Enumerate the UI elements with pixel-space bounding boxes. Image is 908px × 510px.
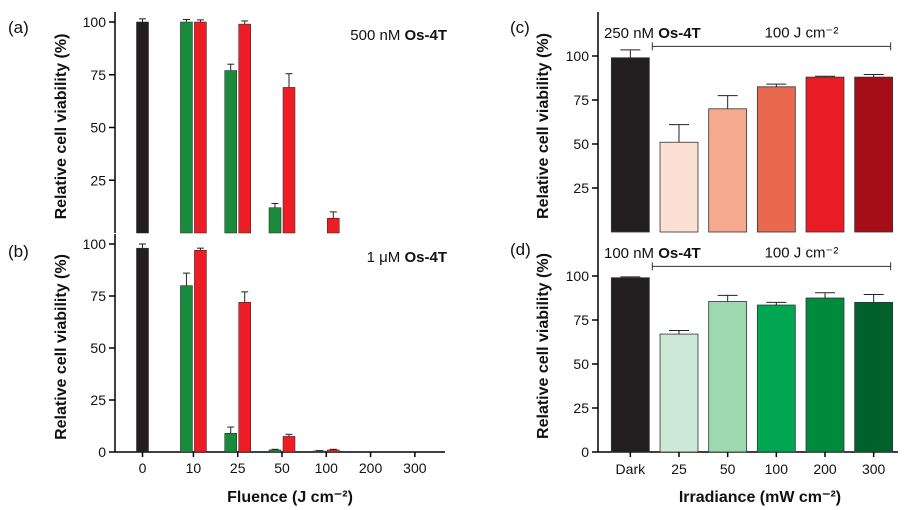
bar-300: [854, 301, 894, 453]
y-axis-label: Relative cell viability (%): [53, 34, 70, 220]
x-tick-label: 300: [862, 461, 886, 477]
bar-200: [805, 76, 845, 233]
y-tick-label: 75: [573, 312, 589, 328]
bar-50: [708, 108, 748, 233]
y-tick-label: 50: [90, 340, 106, 356]
compound-name: Os-4T: [404, 249, 447, 266]
x-tick-label: Dark: [616, 461, 647, 477]
bar-100: [756, 86, 796, 233]
y-axis-label: Relative cell viability (%): [535, 33, 552, 219]
y-tick-label: 25: [90, 172, 106, 188]
x-tick-label: 200: [359, 460, 383, 476]
concentration-annotation: 250 nM Os-4T: [604, 25, 701, 42]
y-tick-label: 25: [90, 392, 106, 408]
bar-Dark: [610, 57, 650, 233]
y-tick-label: 0: [581, 444, 589, 460]
bar-red-25: [238, 301, 251, 453]
y-tick-label: 0: [98, 444, 106, 460]
bracket-label: 100 J cm⁻²: [765, 24, 839, 41]
panel-label: (c): [510, 18, 530, 37]
bar-dark-0: [136, 21, 149, 234]
x-tick-label: 50: [274, 460, 290, 476]
y-tick-label: 50: [573, 356, 589, 372]
bar-red-25: [238, 23, 251, 234]
panel-label: (d): [510, 240, 531, 259]
chart-panel-d: 0 25 50 75 100 100 J cm⁻² Dark 25 50 100 200 300 (d)…: [510, 232, 898, 506]
x-tick-label: 300: [403, 460, 427, 476]
concentration-value: 1 μM: [367, 249, 405, 266]
bar-red-50: [282, 436, 296, 453]
compound-name: Os-4T: [658, 25, 701, 42]
panel-label: (b): [8, 242, 29, 261]
y-tick-label: 50: [573, 136, 589, 152]
y-axis-label: Relative cell viability (%): [53, 254, 70, 440]
bar-red-50: [282, 87, 296, 234]
y-tick-label: 100: [566, 48, 590, 64]
x-tick-label: 100: [315, 460, 339, 476]
chart-panel-c: 25 50 75 100 100 J cm⁻² (c) Relative cell viab…: [510, 12, 894, 233]
x-tick-label: 25: [671, 461, 687, 477]
y-tick-label: 100: [566, 268, 590, 284]
concentration-value: 500 nM: [350, 27, 404, 44]
y-tick-label: 50: [90, 120, 106, 136]
bar-red-100: [327, 217, 340, 234]
x-axis-label: Fluence (J cm⁻²): [227, 489, 353, 506]
compound-name: Os-4T: [404, 27, 447, 44]
y-tick-label: 25: [573, 400, 589, 416]
x-tick-label: 200: [813, 461, 837, 477]
bar-200: [805, 297, 845, 453]
y-tick-label: 100: [83, 14, 107, 30]
bar-dark-0: [136, 247, 149, 453]
panel-label: (a): [8, 18, 29, 37]
compound-name: Os-4T: [658, 245, 701, 262]
bar-green-50: [268, 207, 282, 234]
bar-green-25: [224, 433, 237, 453]
x-tick-label: 100: [765, 461, 789, 477]
concentration-annotation: 100 nM Os-4T: [604, 245, 701, 262]
bar-Dark: [610, 277, 650, 453]
concentration-value: 100 nM: [604, 245, 658, 262]
y-tick-label: 75: [573, 92, 589, 108]
bar-green-10: [180, 285, 193, 453]
bar-green-100: [313, 450, 326, 453]
bar-red-10: [194, 249, 207, 453]
x-tick-label: 0: [139, 460, 147, 476]
y-tick-label: 25: [573, 180, 589, 196]
y-tick-label: 75: [90, 288, 106, 304]
bar-green-25: [224, 70, 237, 234]
chart-panel-b: 0 25 50 75 100 0 10 25 50 100 200 300 (b) Relative ce…: [8, 234, 447, 506]
concentration-annotation: 1 μM Os-4T: [367, 249, 447, 266]
bar-green-10: [180, 21, 193, 234]
concentration-annotation: 500 nM Os-4T: [350, 27, 447, 44]
bar-50: [708, 301, 748, 453]
x-axis-label: Irradiance (mW cm⁻²): [679, 489, 841, 506]
x-tick-label: 50: [720, 461, 736, 477]
bar-25: [659, 141, 699, 233]
chart-panel-a: 25 50 75 100 (a) Relative cell viability (%) 5…: [8, 12, 447, 234]
bracket-label: 100 J cm⁻²: [765, 244, 839, 261]
y-tick-label: 75: [90, 67, 106, 83]
y-tick-label: 100: [83, 236, 107, 252]
x-tick-label: 25: [230, 460, 246, 476]
bar-green-50: [268, 449, 282, 453]
concentration-value: 250 nM: [604, 25, 658, 42]
bar-300: [854, 76, 894, 233]
x-tick-label: 10: [186, 460, 202, 476]
bar-red-100: [327, 449, 340, 453]
bar-25: [659, 333, 699, 453]
y-axis-label: Relative cell viability (%): [535, 253, 552, 439]
bar-red-10: [194, 21, 207, 234]
bar-100: [756, 304, 796, 453]
